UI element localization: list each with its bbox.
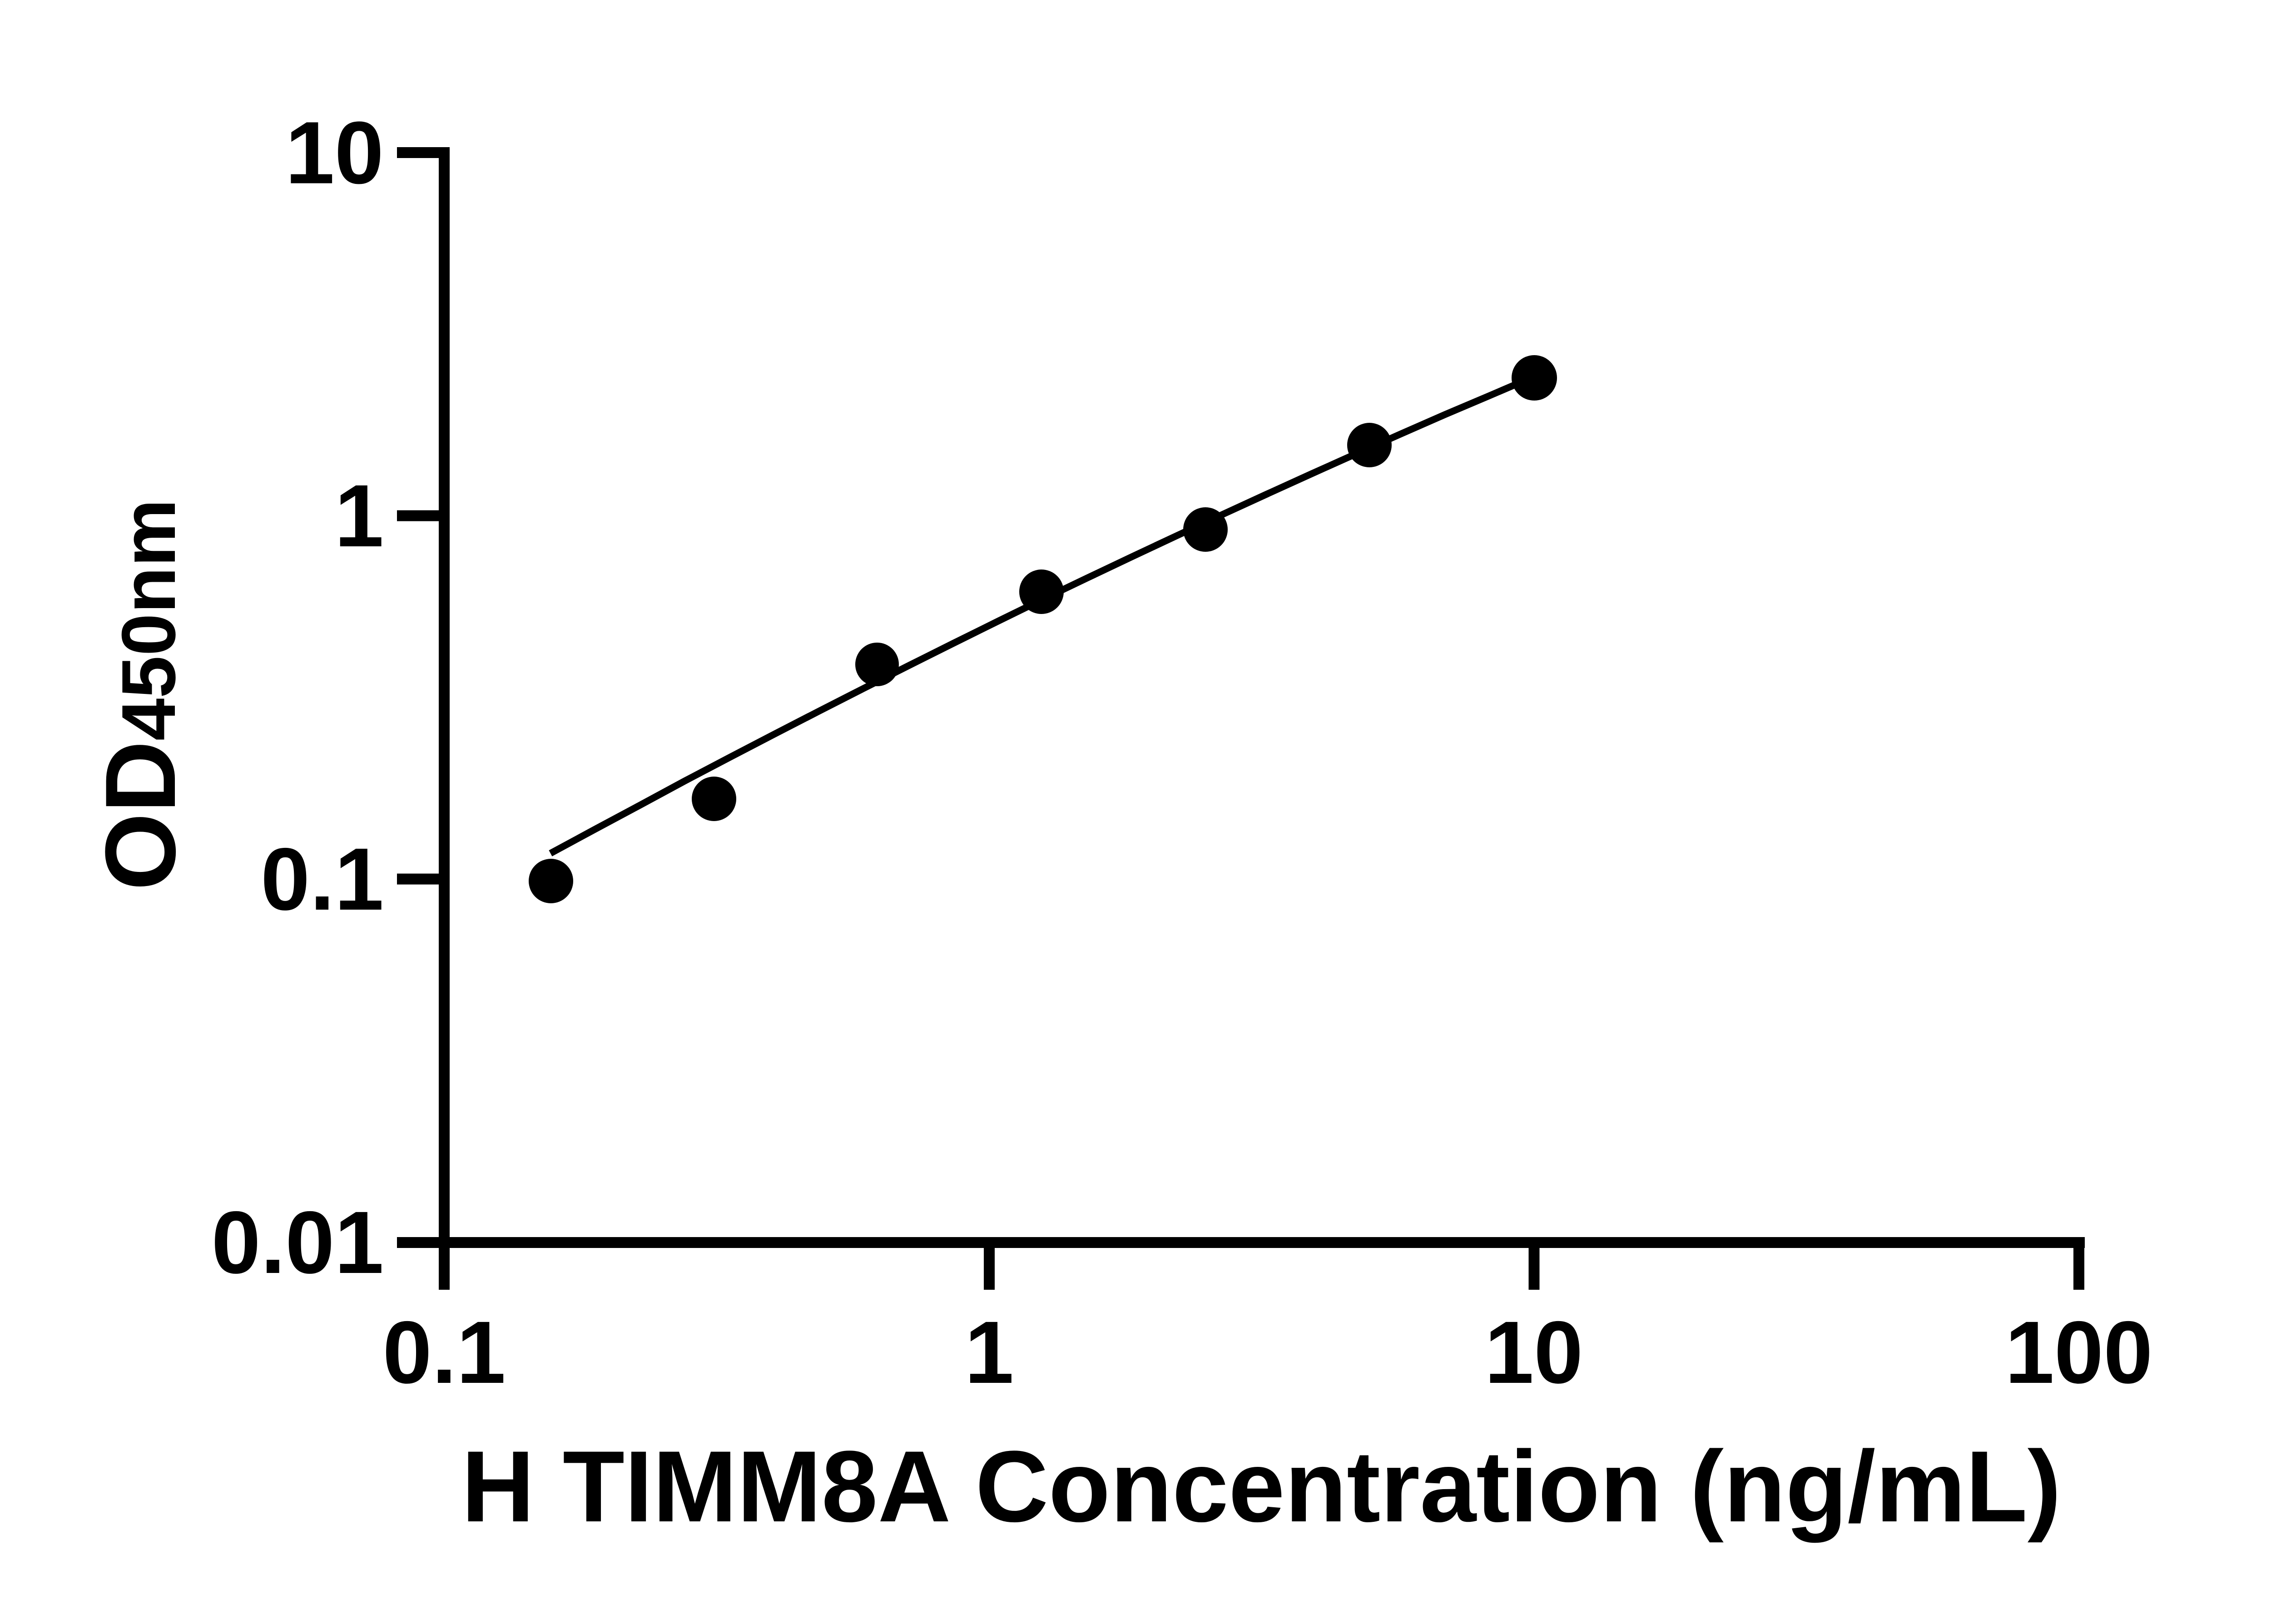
svg-text:100: 100 bbox=[2005, 1303, 2152, 1402]
svg-text:OD450nm: OD450nm bbox=[84, 499, 196, 891]
svg-text:0.1: 0.1 bbox=[382, 1303, 506, 1402]
svg-text:1: 1 bbox=[965, 1303, 1014, 1402]
svg-text:H TIMM8A Concentration (ng/mL): H TIMM8A Concentration (ng/mL) bbox=[461, 1430, 2061, 1543]
svg-text:1: 1 bbox=[335, 466, 384, 565]
svg-text:10: 10 bbox=[1485, 1303, 1583, 1402]
svg-text:10: 10 bbox=[285, 104, 384, 203]
svg-text:0.01: 0.01 bbox=[211, 1193, 384, 1292]
svg-text:0.1: 0.1 bbox=[261, 830, 384, 929]
